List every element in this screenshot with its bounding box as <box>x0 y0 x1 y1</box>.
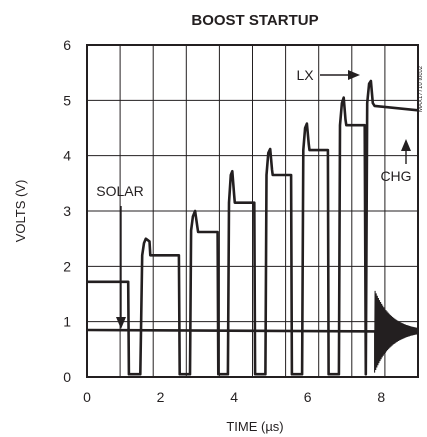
x-tick-label: 6 <box>304 389 312 405</box>
y-tick-label: 5 <box>63 92 71 108</box>
lx-ringing <box>374 290 419 373</box>
annotation-chg-arrow <box>401 139 411 164</box>
y-tick-label: 6 <box>63 37 71 53</box>
x-tick-label: 8 <box>377 389 385 405</box>
y-tick-label: 3 <box>63 203 71 219</box>
x-tick-label: 4 <box>230 389 238 405</box>
series-line-lx <box>87 79 419 376</box>
series-line-solar <box>86 328 419 333</box>
y-tick-label: 1 <box>63 314 71 330</box>
y-axis-label: VOLTS (V) <box>13 180 28 243</box>
y-tick-label: 0 <box>63 369 71 385</box>
annotation-solar-arrow <box>116 206 126 329</box>
annotation-solar: SOLAR <box>96 183 143 199</box>
ringing-trace <box>374 290 419 373</box>
x-tick-label: 2 <box>157 389 165 405</box>
x-axis-label: TIME (µs) <box>226 419 283 434</box>
chart-title: BOOST STARTUP <box>191 12 318 29</box>
x-tick-label: 0 <box>83 389 91 405</box>
y-tick-label: 4 <box>63 148 71 164</box>
x-tick-labels: 0 2 4 6 8 <box>83 389 385 405</box>
watermark: MAX17710 toc02 <box>418 65 424 112</box>
series-group <box>86 79 419 376</box>
y-tick-labels: 0 1 2 3 4 5 6 <box>63 37 71 385</box>
annotation-lx: LX <box>296 67 314 83</box>
annotation-lx-arrow <box>320 70 360 80</box>
annotation-chg: CHG <box>380 168 411 184</box>
plot-frame <box>86 44 419 378</box>
y-tick-label: 2 <box>63 258 71 274</box>
